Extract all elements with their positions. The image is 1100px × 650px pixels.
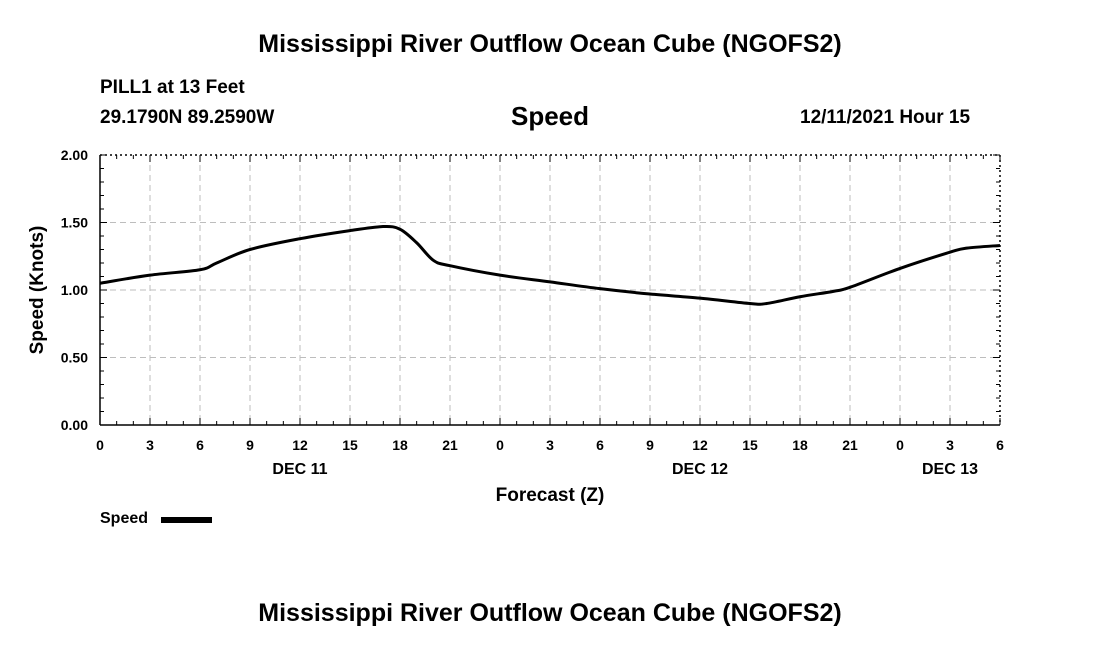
x-tick-label: 21 bbox=[442, 437, 458, 453]
legend-line-swatch bbox=[161, 517, 212, 523]
x-tick-label: 6 bbox=[996, 437, 1004, 453]
date-label: DEC 13 bbox=[922, 461, 978, 478]
y-axis-label: Speed (Knots) bbox=[27, 226, 48, 355]
x-tick-label: 15 bbox=[742, 437, 758, 453]
series-line-speed bbox=[99, 224, 1001, 306]
date-label: DEC 12 bbox=[672, 461, 728, 478]
datetime-label: 12/11/2021 Hour 15 bbox=[800, 107, 971, 128]
x-tick-label: 18 bbox=[792, 437, 808, 453]
lat-lon-label: 29.1790N 89.2590W bbox=[100, 107, 275, 128]
x-tick-label: 18 bbox=[392, 437, 408, 453]
x-tick-label: 0 bbox=[496, 437, 504, 453]
y-tick-label: 1.50 bbox=[61, 215, 88, 231]
x-tick-label: 21 bbox=[842, 437, 858, 453]
bottom-title: Mississippi River Outflow Ocean Cube (NG… bbox=[258, 599, 842, 627]
x-tick-label: 6 bbox=[596, 437, 604, 453]
x-tick-label: 3 bbox=[146, 437, 154, 453]
x-tick-label: 9 bbox=[646, 437, 654, 453]
speed-chart: 0.00 0.50 1.00 1.50 2.00 0 3 6 9 12 15 18 21 0 3 6 9 12 15… bbox=[27, 147, 1004, 506]
x-tick-label: 15 bbox=[342, 437, 358, 453]
main-title: Mississippi River Outflow Ocean Cube (NG… bbox=[258, 30, 842, 58]
x-tick-label: 0 bbox=[896, 437, 904, 453]
y-tick-label: 2.00 bbox=[61, 147, 88, 163]
x-tick-label: 6 bbox=[196, 437, 204, 453]
x-tick-label: 3 bbox=[946, 437, 954, 453]
y-tick-label: 0.00 bbox=[61, 417, 88, 433]
legend-label: Speed bbox=[100, 510, 149, 527]
x-axis-label: Forecast (Z) bbox=[496, 485, 605, 506]
x-tick-label: 0 bbox=[96, 437, 104, 453]
station-label: PILL1 at 13 Feet bbox=[100, 77, 245, 98]
date-label: DEC 11 bbox=[272, 461, 327, 478]
plot-title: Speed bbox=[510, 101, 590, 131]
y-tick-label: 0.50 bbox=[61, 350, 88, 366]
x-tick-label: 9 bbox=[246, 437, 254, 453]
x-tick-label: 12 bbox=[692, 437, 708, 453]
x-tick-label: 12 bbox=[292, 437, 308, 453]
y-tick-label: 1.00 bbox=[61, 282, 88, 298]
x-tick-label: 3 bbox=[546, 437, 554, 453]
